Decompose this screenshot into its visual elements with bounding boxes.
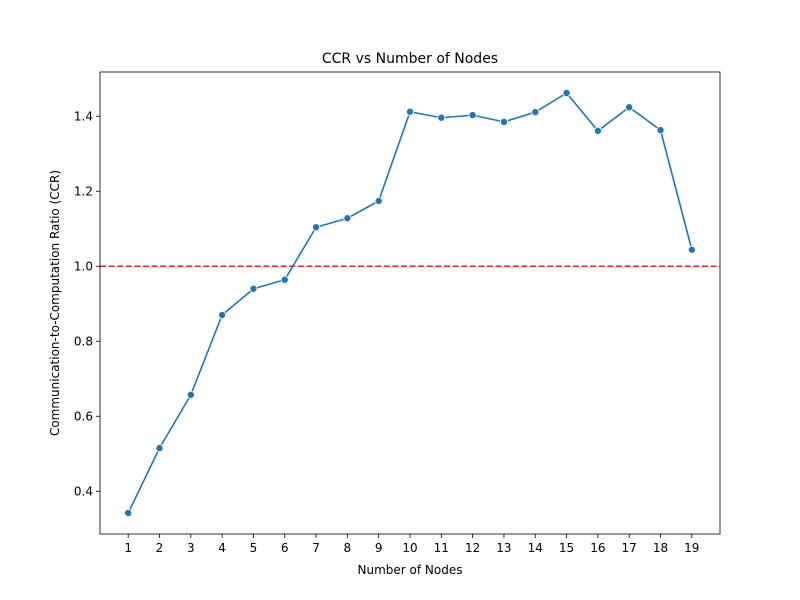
data-point-2 [155,444,164,453]
data-point-17 [625,103,634,112]
x-tick-label: 3 [187,541,195,555]
x-tick-label: 8 [344,541,352,555]
data-point-5 [249,284,258,293]
y-axis-label: Communication-to-Computation Ratio (CCR) [48,170,62,436]
x-tick-label: 17 [622,541,637,555]
data-point-10 [405,107,414,116]
x-tick-label: 10 [402,541,417,555]
data-point-8 [343,214,352,223]
y-tick-label: 1.4 [74,109,93,123]
plot-area [100,72,720,534]
y-tick-label: 0.6 [74,409,93,423]
x-tick-label: 4 [218,541,226,555]
y-axis-ticks: 0.4 0.6 0.8 1.0 1.2 1.4 [74,109,100,498]
data-point-13 [499,117,508,126]
x-tick-label: 15 [559,541,574,555]
data-point-3 [186,390,195,399]
y-tick-label: 1.2 [74,184,93,198]
x-tick-label: 6 [281,541,289,555]
x-tick-label: 12 [465,541,480,555]
chart-title: CCR vs Number of Nodes [322,51,498,67]
data-point-14 [531,108,540,117]
x-axis-label: Number of Nodes [358,563,463,577]
y-tick-label: 0.8 [74,334,93,348]
x-tick-label: 9 [375,541,383,555]
data-point-7 [312,223,321,232]
x-tick-label: 1 [124,541,132,555]
x-tick-label: 19 [684,541,699,555]
data-point-12 [468,111,477,120]
x-tick-label: 18 [653,541,668,555]
data-point-4 [218,310,227,319]
data-point-6 [280,275,289,284]
x-tick-label: 13 [496,541,511,555]
data-point-18 [656,126,665,135]
x-axis-ticks: 1 2 3 4 5 6 7 8 9 10 11 12 13 14 15 16 17 18 19 [124,534,699,555]
data-point-15 [562,89,571,98]
data-point-9 [374,196,383,205]
data-point-11 [437,113,446,122]
axes-frame [99,71,721,535]
y-tick-label: 0.4 [74,484,93,498]
data-point-19 [687,245,696,254]
y-tick-label: 1.0 [74,259,93,273]
data-point-16 [593,126,602,135]
x-tick-label: 14 [528,541,543,555]
x-tick-label: 5 [250,541,258,555]
x-tick-label: 16 [590,541,605,555]
x-tick-label: 11 [434,541,449,555]
data-point-1 [124,508,133,517]
series-group [124,89,696,517]
x-tick-label: 7 [312,541,320,555]
x-tick-label: 2 [156,541,164,555]
